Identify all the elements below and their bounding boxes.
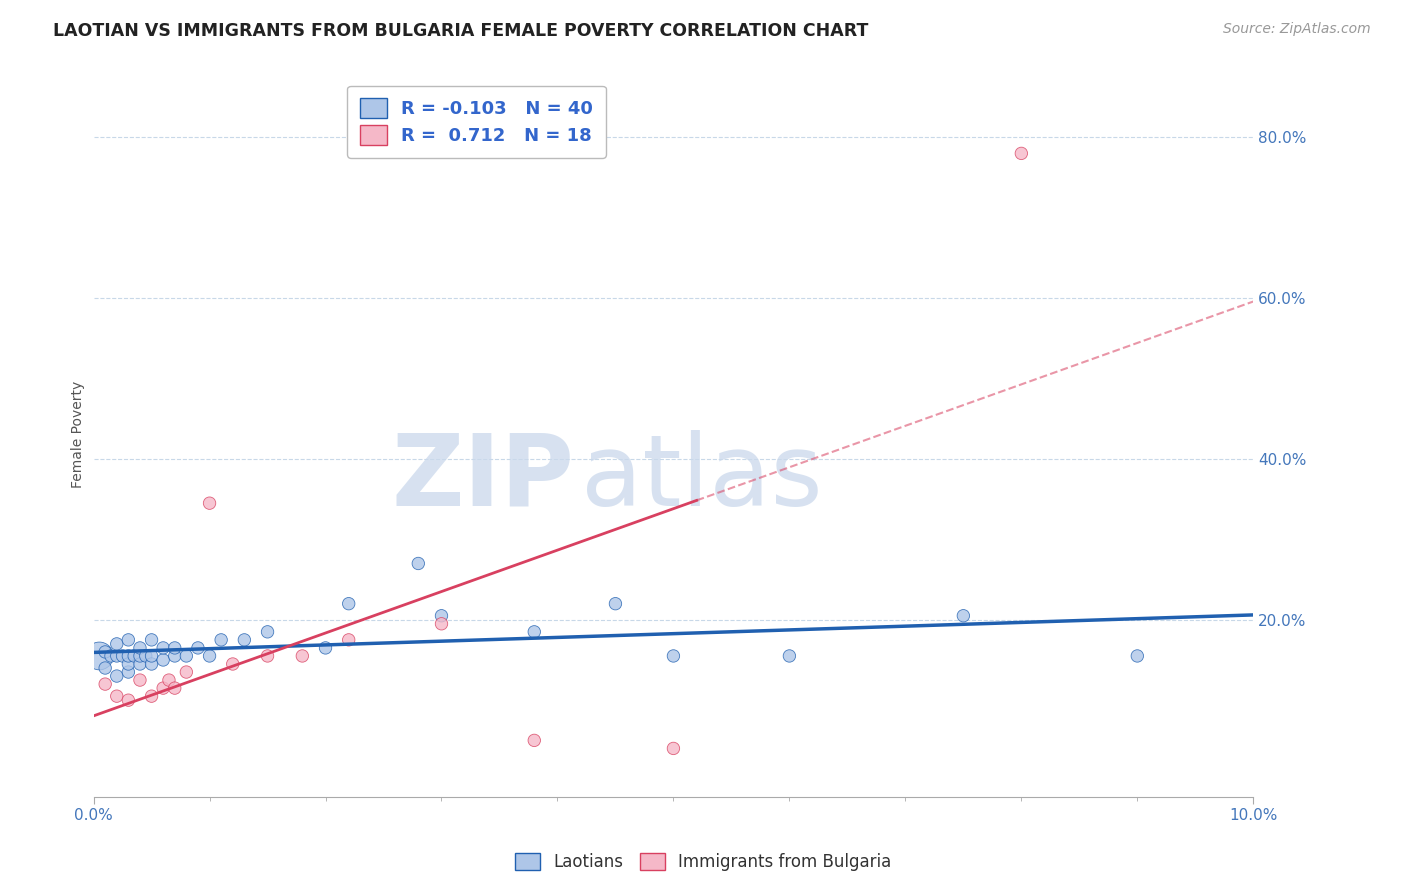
Point	[523, 733, 546, 747]
Point	[209, 632, 232, 647]
Point	[129, 673, 152, 687]
Point	[152, 640, 174, 655]
Point	[117, 648, 139, 663]
Point	[337, 597, 360, 611]
Point	[233, 632, 256, 647]
Point	[122, 648, 145, 663]
Point	[111, 648, 134, 663]
Point	[152, 653, 174, 667]
Point	[256, 648, 278, 663]
Point	[117, 657, 139, 671]
Point	[129, 657, 152, 671]
Point	[105, 648, 128, 663]
Text: ZIP: ZIP	[392, 430, 575, 527]
Point	[141, 632, 163, 647]
Point	[117, 693, 139, 707]
Point	[1126, 648, 1149, 663]
Point	[778, 648, 800, 663]
Point	[141, 689, 163, 703]
Point	[105, 669, 128, 683]
Legend: Laotians, Immigrants from Bulgaria: Laotians, Immigrants from Bulgaria	[506, 845, 900, 880]
Point	[105, 689, 128, 703]
Point	[430, 616, 453, 631]
Point	[662, 741, 685, 756]
Point	[291, 648, 314, 663]
Text: atlas: atlas	[581, 430, 823, 527]
Point	[198, 496, 221, 510]
Point	[315, 640, 337, 655]
Point	[662, 648, 685, 663]
Point	[163, 640, 186, 655]
Point	[176, 648, 198, 663]
Legend: R = -0.103   N = 40, R =  0.712   N = 18: R = -0.103 N = 40, R = 0.712 N = 18	[347, 86, 606, 158]
Point	[100, 648, 122, 663]
Point	[430, 608, 453, 623]
Point	[952, 608, 974, 623]
Point	[176, 665, 198, 679]
Point	[152, 681, 174, 695]
Point	[129, 648, 152, 663]
Point	[523, 624, 546, 639]
Point	[163, 681, 186, 695]
Point	[117, 665, 139, 679]
Point	[141, 657, 163, 671]
Point	[94, 645, 117, 659]
Point	[163, 648, 186, 663]
Point	[94, 661, 117, 675]
Point	[135, 648, 157, 663]
Point	[94, 677, 117, 691]
Point	[337, 632, 360, 647]
Point	[105, 637, 128, 651]
Point	[157, 673, 180, 687]
Text: Source: ZipAtlas.com: Source: ZipAtlas.com	[1223, 22, 1371, 37]
Point	[222, 657, 245, 671]
Point	[187, 640, 209, 655]
Point	[605, 597, 627, 611]
Text: LAOTIAN VS IMMIGRANTS FROM BULGARIA FEMALE POVERTY CORRELATION CHART: LAOTIAN VS IMMIGRANTS FROM BULGARIA FEMA…	[53, 22, 869, 40]
Point	[256, 624, 278, 639]
Point	[141, 648, 163, 663]
Point	[117, 632, 139, 647]
Point	[1010, 146, 1032, 161]
Y-axis label: Female Poverty: Female Poverty	[72, 381, 86, 489]
Point	[408, 557, 430, 571]
Point	[198, 648, 221, 663]
Point	[129, 640, 152, 655]
Point	[89, 648, 111, 663]
